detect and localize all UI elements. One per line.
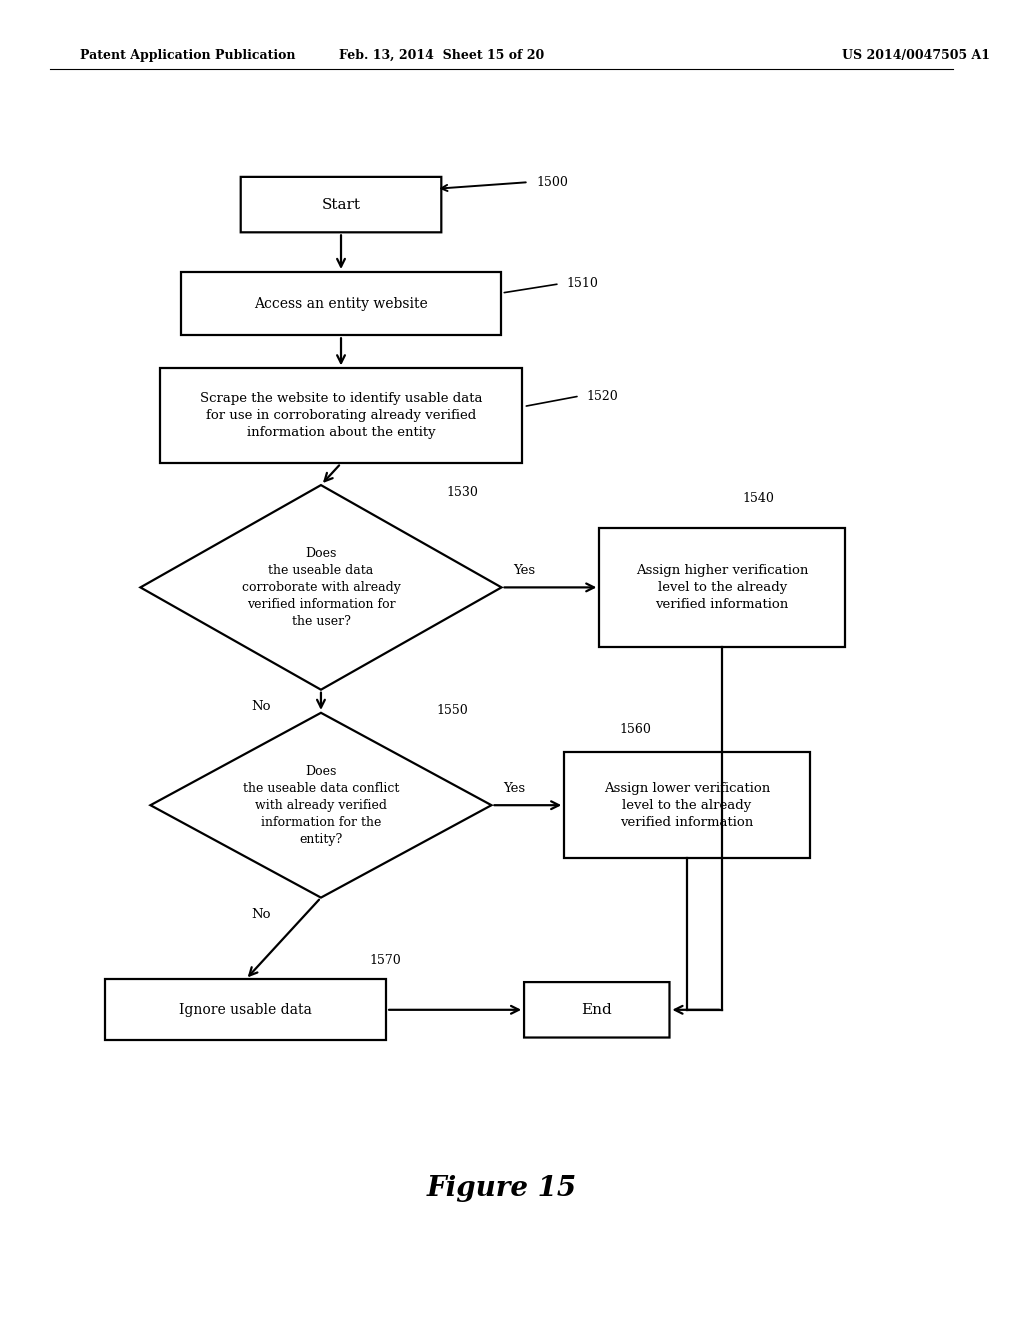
Text: 1550: 1550 [436,704,468,717]
Text: US 2014/0047505 A1: US 2014/0047505 A1 [843,49,990,62]
Text: Yes: Yes [513,564,536,577]
Text: End: End [582,1003,612,1016]
Text: 1510: 1510 [566,277,599,290]
Text: Patent Application Publication: Patent Application Publication [80,49,296,62]
Text: Start: Start [322,198,360,211]
Bar [161,368,521,463]
Text: Scrape the website to identify usable data
for use in corroborating already veri: Scrape the website to identify usable da… [200,392,482,440]
FancyBboxPatch shape [241,177,441,232]
Text: No: No [251,908,270,921]
Text: Yes: Yes [504,781,525,795]
Text: 1530: 1530 [446,486,478,499]
Text: Access an entity website: Access an entity website [254,297,428,310]
Text: 1570: 1570 [369,954,400,968]
Text: 1500: 1500 [537,176,568,189]
Text: Feb. 13, 2014  Sheet 15 of 20: Feb. 13, 2014 Sheet 15 of 20 [339,49,544,62]
Bar [105,979,386,1040]
Text: Ignore usable data: Ignore usable data [179,1003,312,1016]
Text: Does
the useable data conflict
with already verified
information for the
entity?: Does the useable data conflict with alre… [243,764,399,846]
Bar [564,752,810,858]
Text: No: No [251,700,270,713]
Text: Assign higher verification
level to the already
verified information: Assign higher verification level to the … [636,564,808,611]
Polygon shape [140,484,502,689]
Text: 1560: 1560 [620,723,651,737]
Text: Assign lower verification
level to the already
verified information: Assign lower verification level to the a… [604,781,770,829]
Text: 1520: 1520 [587,389,618,403]
FancyBboxPatch shape [524,982,670,1038]
Bar [180,272,502,335]
Text: Does
the useable data
corroborate with already
verified information for
the user: Does the useable data corroborate with a… [242,546,400,628]
Text: Figure 15: Figure 15 [426,1175,577,1201]
Text: 1540: 1540 [742,492,774,506]
Bar [599,528,845,647]
Polygon shape [151,713,492,898]
